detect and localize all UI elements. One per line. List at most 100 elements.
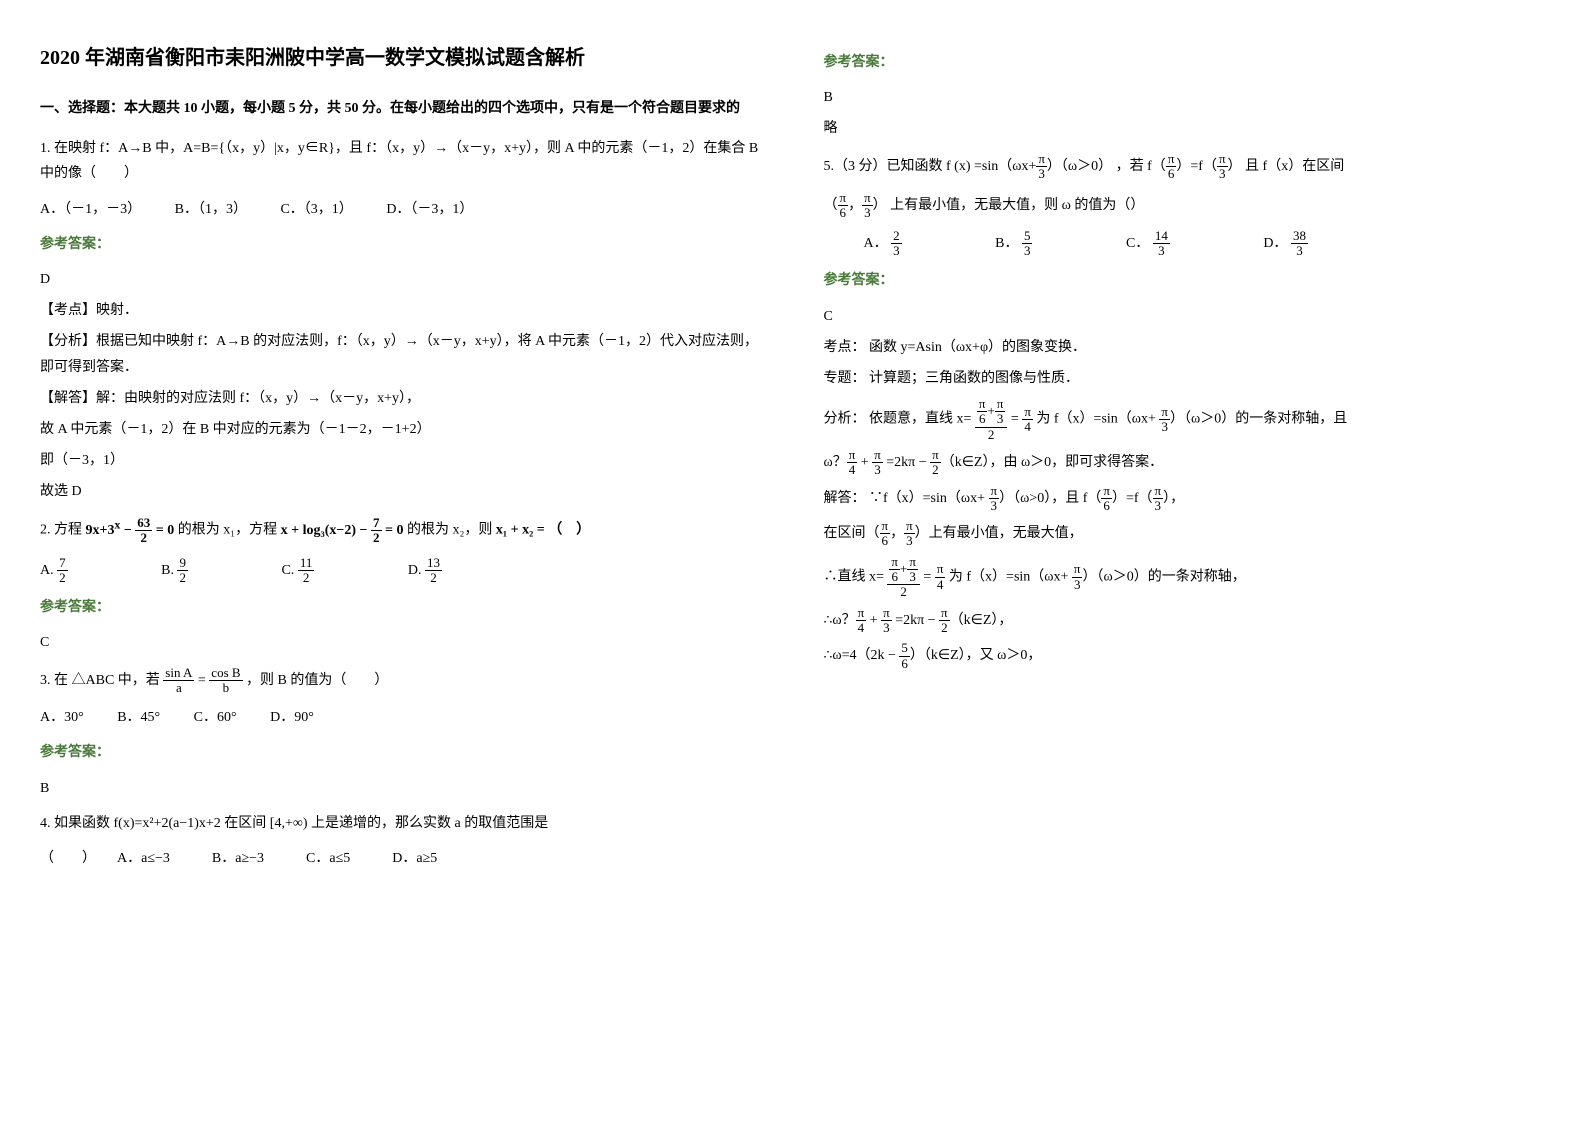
q5-jd3-t2n: π <box>907 555 918 570</box>
q5-jd1-eq: ）=f（ <box>1112 491 1153 506</box>
q5-fx2-pi2-d: 2 <box>930 463 941 477</box>
q5-jd4-pi4-n: π <box>856 606 867 621</box>
q5-optC-n: 14 <box>1153 229 1170 244</box>
q5-jd2-comma: ， <box>890 526 904 541</box>
q5-pi4-d: 4 <box>1022 420 1033 434</box>
q5-jd1-pi3b: π3 <box>1153 484 1164 514</box>
q1-answer: D <box>40 267 764 292</box>
q5-pi4-n: π <box>1022 405 1033 420</box>
q5-jd2-pre: 在区间（ <box>824 526 880 541</box>
q5-jd4-pi4: π4 <box>856 606 867 636</box>
q5-jd2-pi6: π6 <box>880 519 891 549</box>
q5-jd2-pi3-n: π <box>904 519 915 534</box>
q5-int-close: ） <box>873 198 887 213</box>
q5-jd4-pi3-n: π <box>881 606 892 621</box>
q5-fx: f (x) =sin（ωx+ <box>946 159 1036 174</box>
q5-jd3-end: ）（ω＞0）的一条对称轴， <box>1082 569 1245 584</box>
q5-fx-t1n: π <box>977 397 988 412</box>
q5-optC-d: 3 <box>1153 244 1170 258</box>
q2-opt-d: D. 132 <box>408 563 502 578</box>
q5-jieda3: ∴直线 x= π6+π3 2 = π4 为 f（x）=sin（ωx+ π3）（ω… <box>824 555 1548 600</box>
q5-jd3-t1d: 6 <box>889 570 900 584</box>
q5-jieda1: 解答： ∵f（x）=sin（ωx+ π3）（ω>0），且 f（π6）=f（π3）… <box>824 484 1548 514</box>
q3-rhs-d: b <box>209 681 242 695</box>
q5-answer-label: 参考答案： <box>824 268 1548 293</box>
q5-jd3-t2d: 3 <box>907 570 918 584</box>
q2-eq1-frac-n: 63 <box>135 516 152 531</box>
q5-optA-n: 2 <box>891 229 902 244</box>
q5-fpi6: f（ <box>1147 159 1166 174</box>
q1-text: 1. 在映射 f：A→B 中，A=B={（x，y）|x，y∈R}，且 f：（x，… <box>40 136 764 186</box>
q5-fx2-pi4: π4 <box>847 448 858 478</box>
q2-mid1: 的根为 x₁，方程 <box>178 523 281 538</box>
q2-eq2a: x + log₃(x−2) − <box>281 523 371 538</box>
q5-jd1-pi3: π3 <box>989 484 1000 514</box>
q5-jd4-tail: （k∈Z）， <box>950 613 1013 628</box>
q2-eq1-frac: 632 <box>135 516 152 546</box>
q5-jd5-pre: ∴ω=4（2k − <box>824 648 900 663</box>
q5-int-pi3: π3 <box>862 191 873 221</box>
q2-eq1a: 9x+3 <box>86 523 115 538</box>
q5-pi3b-n: π <box>1217 152 1228 167</box>
q5-fenxi-eq: = <box>1011 412 1022 427</box>
q3-opt-a: A．30° <box>40 710 84 725</box>
q5-fenxi2-eq: =2kπ − <box>883 455 930 470</box>
q5-jd2-pi6-n: π <box>880 519 891 534</box>
q5-jd3-pi4-d: 4 <box>935 578 946 592</box>
q5-tail: 且 f（x）在区间 <box>1245 159 1344 174</box>
q5-fx2-pi4-d: 4 <box>847 463 858 477</box>
q5-answer: C <box>824 304 1548 329</box>
q5-fx-over: 2 <box>975 428 1008 442</box>
q2-eq2-frac-d: 2 <box>371 531 382 545</box>
q5-fenxi-bigfrac-num: π6+π3 <box>975 397 1008 428</box>
q2-optC-n: 11 <box>298 556 315 571</box>
q2-optD-d: 2 <box>425 571 442 585</box>
q1-answer-label: 参考答案： <box>40 232 764 257</box>
q5-prefix: 5.（3 分）已知函数 <box>824 159 947 174</box>
q5-jd3-pi4-n: π <box>935 562 946 577</box>
q5-fenxi: 分析： 依题意，直线 x= π6+π3 2 = π4 为 f（x）=sin（ωx… <box>824 397 1548 442</box>
q2-optC-d: 2 <box>298 571 315 585</box>
q5-interval: （π6，π3） 上有最小值，无最大值，则 ω 的值为（） <box>824 191 1548 221</box>
q5-jd2-pi6-d: 6 <box>880 534 891 548</box>
q5-jd4-pi4-d: 4 <box>856 621 867 635</box>
q5-jd3-bigfrac-num: π6+π3 <box>887 555 920 586</box>
q5-int-pi3-d: 3 <box>862 206 873 220</box>
q5-jd5-56-n: 5 <box>899 641 910 656</box>
q5-pi3b: π3 <box>1217 152 1228 182</box>
q2-eq1c: = 0 <box>152 523 174 538</box>
q4-text: 4. 如果函数 f(x)=x²+2(a−1)x+2 在区间 [4,+∞) 上是递… <box>40 811 764 836</box>
q5-jd3-tail: 为 f（x）=sin（ωx+ <box>949 569 1072 584</box>
q5-fx-pi3: π3 <box>1159 405 1170 435</box>
q1-opt-d: D．（－3，1） <box>386 202 473 217</box>
q5-jd2-pi3: π3 <box>904 519 915 549</box>
q2-text: 2. 方程 9x+3x − 632 = 0 的根为 x₁，方程 x + log₃… <box>40 514 764 545</box>
q5-fenxi-pre: 分析： 依题意，直线 x= <box>824 412 975 427</box>
q5-int-pi6-n: π <box>838 191 849 206</box>
q5-fenxi2: ω？π4 + π3 =2kπ − π2（k∈Z），由 ω＞0，即可求得答案． <box>824 448 1548 478</box>
q5-jd3-pi3-n: π <box>1072 562 1083 577</box>
q5-pi3-n: π <box>1036 152 1047 167</box>
q5-jd1-pi6: π6 <box>1101 484 1112 514</box>
q1-opt-b: B．（1，3） <box>175 202 247 217</box>
q5-optB-d: 3 <box>1022 244 1033 258</box>
q5-int-pi6: π6 <box>838 191 849 221</box>
q5-jd1-pi3-d: 3 <box>989 499 1000 513</box>
q5-fx-t2n: π <box>995 397 1006 412</box>
q5-int-tail: 上有最小值，无最大值，则 ω 的值为（） <box>890 198 1144 213</box>
q3-rhs-n: cos B <box>209 666 242 681</box>
q5-zhuanti: 专题： 计算题；三角函数的图像与性质． <box>824 366 1548 391</box>
q5-jd4-pre: ∴ω？ <box>824 613 856 628</box>
q4-opts: （ ） A．a≤−3 B．a≥−3 C．a≤5 D．a≥5 <box>40 846 764 871</box>
q1-exp4: 故 A 中元素（－1，2）在 B 中对应的元素为（－1－2，－1+2） <box>40 417 764 442</box>
q3-opt-d: D．90° <box>270 710 314 725</box>
q5-fx2-pi3: π3 <box>872 448 883 478</box>
q5-kaodian: 考点： 函数 y=Asin（ωx+φ）的图象变换． <box>824 335 1548 360</box>
q5-pi6: π6 <box>1166 152 1177 182</box>
q5-opt-a: A． 23 <box>864 236 962 251</box>
q5-fx-plus: + <box>987 403 994 418</box>
q5-jd4-pi2-d: 2 <box>939 621 950 635</box>
q5-fx2-pi3-d: 3 <box>872 463 883 477</box>
q2-prefix: 2. 方程 <box>40 523 86 538</box>
q2-eq1b: − <box>120 523 135 538</box>
